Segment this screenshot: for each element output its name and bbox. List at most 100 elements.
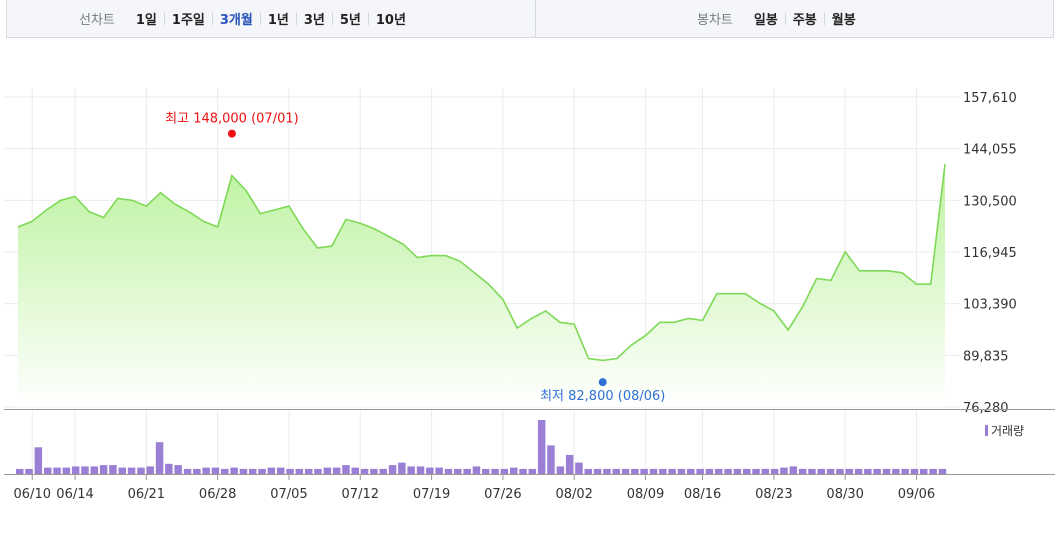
volume-bar xyxy=(910,468,919,474)
volume-bar xyxy=(239,468,248,474)
tab-monthly-candle[interactable]: 월봉 xyxy=(831,13,856,28)
volume-bar xyxy=(426,467,434,474)
volume-bar xyxy=(211,467,220,474)
volume-bar xyxy=(463,468,471,474)
volume-bar xyxy=(155,442,164,474)
y-tick-label: 116,945 xyxy=(963,246,1017,261)
line-chart-tabs: 선차트 1일 1주일 3개월 1년 3년 5년 10년 xyxy=(79,0,413,37)
high-point-marker xyxy=(227,129,236,138)
volume-bar xyxy=(537,420,546,474)
tab-group-divider xyxy=(535,0,536,37)
volume-bar xyxy=(528,468,537,474)
tab-1y[interactable]: 1년 xyxy=(267,13,289,28)
tab-weekly-candle[interactable]: 주봉 xyxy=(792,13,817,28)
volume-bar xyxy=(640,468,648,474)
tab-daily-candle[interactable]: 일봉 xyxy=(753,13,778,28)
tab-separator xyxy=(367,12,369,25)
volume-bar xyxy=(668,468,676,474)
volume-bar xyxy=(677,468,686,474)
volume-bar xyxy=(202,467,210,474)
tab-separator xyxy=(163,12,165,25)
tab-separator xyxy=(784,12,786,25)
x-tick-label: 07/12 xyxy=(342,487,379,502)
tab-10y[interactable]: 10년 xyxy=(375,13,406,28)
volume-bar xyxy=(845,468,853,474)
volume-bar xyxy=(901,468,909,474)
volume-bar xyxy=(304,468,313,474)
volume-bar xyxy=(16,468,24,474)
y-tick-label: 130,500 xyxy=(963,194,1017,209)
volume-bar xyxy=(379,468,387,474)
volume-bar xyxy=(882,468,891,474)
volume-legend-swatch xyxy=(985,425,988,436)
tab-separator xyxy=(259,12,261,25)
volume-bar xyxy=(435,467,443,474)
volume-bar xyxy=(230,467,238,474)
volume-bar xyxy=(724,468,732,474)
volume-bar xyxy=(370,468,378,474)
volume-bar xyxy=(127,467,136,474)
volume-bar xyxy=(491,468,499,474)
volume-bar xyxy=(295,468,304,474)
volume-bar xyxy=(836,468,844,474)
volume-bar xyxy=(500,468,509,474)
volume-bar xyxy=(892,468,900,474)
x-tick-label: 06/28 xyxy=(199,487,236,502)
volume-bar xyxy=(798,468,807,474)
candle-chart-label: 봉차트 xyxy=(697,13,733,28)
volume-bar xyxy=(556,466,565,474)
y-tick-label: 89,835 xyxy=(963,349,1009,364)
volume-bar xyxy=(165,463,173,474)
tab-separator xyxy=(823,12,825,25)
volume-bar xyxy=(360,468,369,474)
volume-bar xyxy=(314,468,322,474)
y-tick-label: 157,610 xyxy=(963,91,1017,106)
volume-bar xyxy=(99,465,108,474)
volume-bar xyxy=(631,468,639,474)
volume-bar xyxy=(826,468,835,474)
x-tick-label: 09/06 xyxy=(898,487,935,502)
price-line xyxy=(17,164,946,362)
low-point-label: 최저 82,800 (08/06) xyxy=(540,389,665,404)
volume-bar xyxy=(780,467,788,474)
volume-bar xyxy=(416,466,425,474)
volume-bar xyxy=(407,466,415,474)
tab-1w[interactable]: 1주일 xyxy=(171,13,205,28)
volume-bar xyxy=(593,468,602,474)
x-tick-label: 07/19 xyxy=(413,487,450,502)
volume-bar xyxy=(183,468,192,474)
volume-bar xyxy=(332,467,341,474)
volume-bar xyxy=(193,468,201,474)
volume-bar xyxy=(547,445,555,474)
volume-bar xyxy=(808,468,816,474)
volume-bar xyxy=(817,468,825,474)
tab-separator xyxy=(331,12,333,25)
y-tick-label: 103,390 xyxy=(963,298,1017,313)
volume-bar xyxy=(519,468,527,474)
volume-bar xyxy=(388,465,397,474)
volume-bar xyxy=(71,466,80,474)
volume-bar xyxy=(351,467,359,474)
volume-bar xyxy=(146,466,154,474)
tab-1d[interactable]: 1일 xyxy=(135,13,157,28)
volume-bar xyxy=(770,468,779,474)
x-tick-label: 08/30 xyxy=(826,487,863,502)
volume-bar xyxy=(267,467,276,474)
tab-3y[interactable]: 3년 xyxy=(303,13,325,28)
tab-3m[interactable]: 3개월 xyxy=(219,13,253,28)
volume-bar xyxy=(743,468,751,474)
volume-bar xyxy=(920,468,928,474)
volume-bar xyxy=(864,468,872,474)
tab-separator xyxy=(295,12,297,25)
tab-5y[interactable]: 5년 xyxy=(339,13,361,28)
x-tick-label: 06/14 xyxy=(56,487,93,502)
y-tick-label: 76,280 xyxy=(963,401,1009,416)
volume-bar xyxy=(81,466,89,474)
volume-bar xyxy=(258,468,266,474)
volume-bar xyxy=(277,467,285,474)
x-tick-label: 08/02 xyxy=(555,487,592,502)
low-point-marker xyxy=(598,378,607,387)
volume-bar xyxy=(118,467,126,474)
volume-bar xyxy=(715,468,723,474)
volume-bar xyxy=(472,466,481,474)
